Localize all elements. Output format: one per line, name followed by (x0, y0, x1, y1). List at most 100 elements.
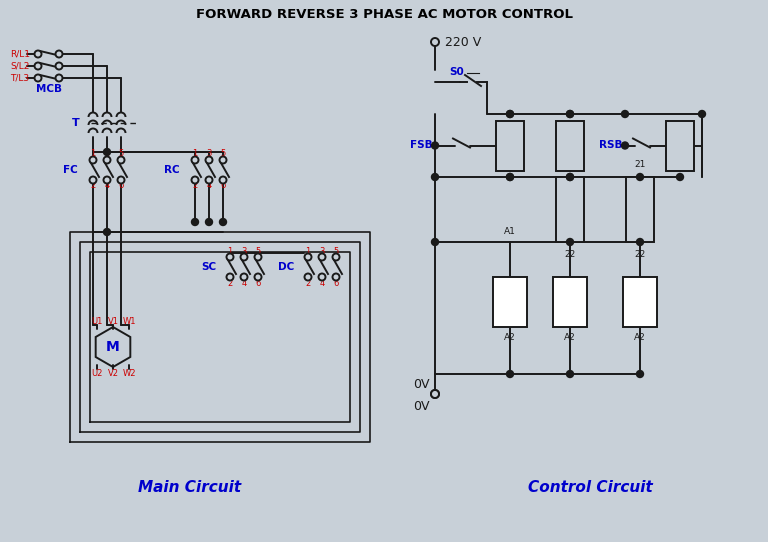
Text: 6: 6 (333, 279, 339, 287)
Bar (553, 277, 587, 327)
Text: 3: 3 (319, 247, 325, 255)
Text: Main Circuit: Main Circuit (138, 480, 242, 494)
Text: 1: 1 (192, 150, 197, 158)
Text: MC: MC (501, 140, 520, 151)
Text: M: M (106, 340, 120, 354)
Text: V1: V1 (108, 317, 118, 326)
Text: MC: MC (499, 295, 521, 308)
Circle shape (507, 173, 514, 180)
Text: SC: SC (201, 262, 216, 272)
Circle shape (432, 142, 439, 149)
Text: 14: 14 (674, 160, 686, 169)
Text: 2: 2 (227, 279, 233, 287)
Text: W2: W2 (122, 369, 136, 377)
Circle shape (104, 157, 111, 164)
Circle shape (104, 177, 111, 184)
Text: 1: 1 (227, 247, 233, 255)
Circle shape (431, 390, 439, 398)
Circle shape (333, 274, 339, 281)
Circle shape (567, 111, 574, 118)
Circle shape (304, 274, 312, 281)
Text: A1: A1 (564, 227, 576, 236)
Circle shape (191, 177, 198, 184)
Text: 4: 4 (319, 279, 325, 287)
Circle shape (35, 74, 41, 81)
Circle shape (637, 173, 644, 180)
Text: V2: V2 (108, 369, 118, 377)
Text: 4: 4 (207, 182, 212, 190)
Circle shape (206, 177, 213, 184)
Text: 2: 2 (192, 182, 197, 190)
Text: 6: 6 (220, 182, 226, 190)
Bar (626, 177, 654, 242)
Circle shape (240, 274, 247, 281)
Circle shape (118, 177, 124, 184)
Text: RC: RC (561, 204, 578, 215)
Circle shape (567, 173, 574, 180)
Bar (493, 277, 527, 327)
Circle shape (240, 254, 247, 261)
Circle shape (637, 371, 644, 377)
Circle shape (333, 254, 339, 261)
Text: 0V: 0V (413, 377, 430, 390)
Circle shape (191, 157, 198, 164)
Circle shape (567, 371, 574, 377)
Circle shape (206, 157, 213, 164)
Text: 2: 2 (91, 182, 96, 190)
Circle shape (567, 238, 574, 246)
Circle shape (104, 229, 111, 236)
Text: 21: 21 (634, 160, 646, 169)
Text: 5: 5 (118, 150, 124, 158)
Circle shape (637, 238, 644, 246)
Text: 13: 13 (505, 122, 516, 131)
Text: S0: S0 (449, 67, 465, 77)
Text: RC: RC (672, 140, 688, 151)
Text: RSB: RSB (600, 140, 623, 151)
Circle shape (35, 50, 41, 57)
Text: FC: FC (561, 295, 579, 308)
Circle shape (227, 254, 233, 261)
Text: RC: RC (631, 295, 650, 308)
Text: 5: 5 (220, 150, 226, 158)
Circle shape (621, 111, 628, 118)
Text: 14: 14 (505, 160, 515, 169)
Circle shape (621, 142, 628, 149)
Text: 4: 4 (241, 279, 247, 287)
Bar (496, 120, 524, 171)
Circle shape (507, 111, 514, 118)
Text: 3: 3 (104, 150, 110, 158)
Text: R/L1: R/L1 (10, 49, 30, 59)
Circle shape (319, 254, 326, 261)
Bar (556, 120, 584, 171)
Circle shape (432, 173, 439, 180)
Text: A1: A1 (504, 227, 516, 236)
Text: 21: 21 (564, 160, 576, 169)
Text: 22: 22 (564, 250, 576, 259)
Text: FC: FC (63, 165, 78, 175)
Text: 6: 6 (118, 182, 124, 190)
Text: RC: RC (164, 165, 180, 175)
Circle shape (507, 371, 514, 377)
Text: DC: DC (278, 262, 294, 272)
Text: W1: W1 (122, 317, 136, 326)
Circle shape (55, 50, 62, 57)
Circle shape (431, 38, 439, 46)
Circle shape (90, 157, 97, 164)
Circle shape (191, 218, 198, 225)
Text: FORWARD REVERSE 3 PHASE AC MOTOR CONTROL: FORWARD REVERSE 3 PHASE AC MOTOR CONTROL (196, 9, 572, 22)
Circle shape (55, 74, 62, 81)
Text: 0V: 0V (413, 399, 430, 412)
Circle shape (507, 173, 514, 180)
Text: 220 V: 220 V (445, 35, 482, 48)
Text: 5: 5 (256, 247, 260, 255)
Text: 22: 22 (634, 250, 646, 259)
Text: 2: 2 (306, 279, 310, 287)
Text: S/L2: S/L2 (10, 61, 29, 70)
Text: 1: 1 (306, 247, 310, 255)
Circle shape (254, 274, 261, 281)
Circle shape (220, 177, 227, 184)
Text: 3: 3 (207, 150, 212, 158)
Text: 6: 6 (255, 279, 260, 287)
Circle shape (55, 62, 62, 69)
Circle shape (507, 111, 514, 118)
